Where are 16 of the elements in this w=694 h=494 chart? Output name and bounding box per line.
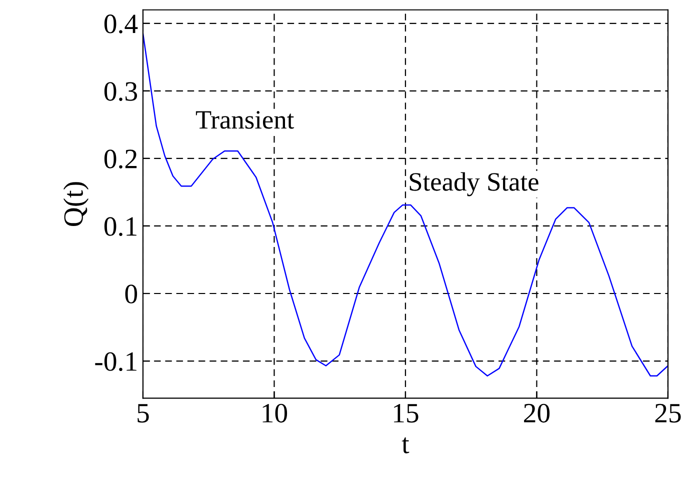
line-series (142, 32, 668, 377)
annotation: Steady State (410, 172, 538, 196)
y-tick-label: 0.4 (104, 14, 138, 34)
y-tick-label: -0.1 (95, 352, 136, 372)
y-tick-label: 0.1 (104, 217, 136, 236)
x-tick-label: 10 (262, 404, 288, 423)
x-axis-title: t (402, 437, 410, 454)
x-tick-label: 20 (524, 404, 550, 423)
y-tick-label: 0 (125, 284, 138, 304)
y-tick-label: 0.2 (104, 150, 137, 168)
y-tick-label: 0.3 (104, 82, 138, 101)
x-tick-label: 15 (394, 404, 418, 423)
x-tick-label: 25 (655, 404, 681, 423)
x-tick-label: 5 (138, 404, 149, 423)
annotation: Transient (196, 111, 294, 129)
y-axis-title: Q(t) (63, 182, 89, 226)
